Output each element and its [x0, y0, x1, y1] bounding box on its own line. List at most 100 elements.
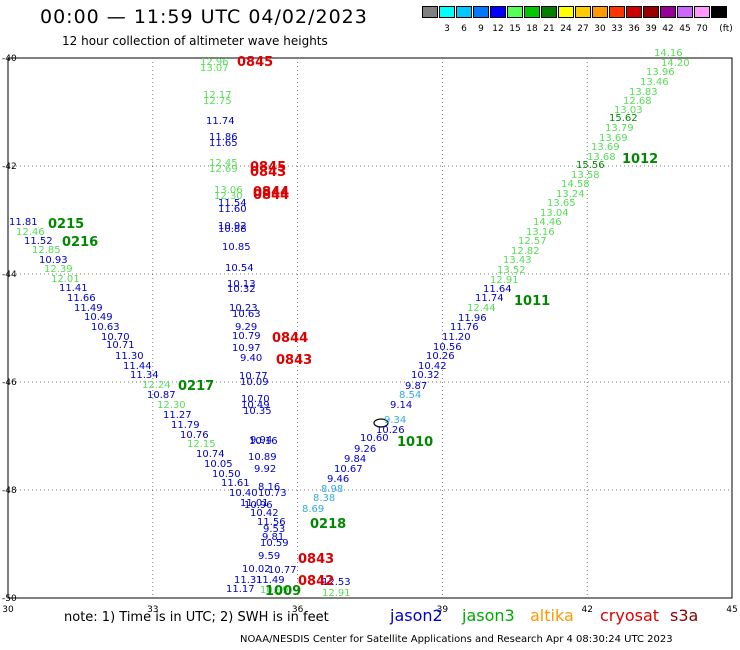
- wave-height-label: 12.45: [209, 158, 238, 169]
- legend-swatch: [456, 6, 472, 18]
- wave-height-label: 13.52: [497, 265, 526, 276]
- wave-height-label: 12.75: [203, 96, 232, 107]
- legend-tick-label: 24: [560, 24, 572, 34]
- wave-height-label: 13.46: [640, 77, 669, 88]
- wave-height-label: 11.49: [256, 575, 285, 586]
- wave-height-label: 10.67: [334, 464, 363, 475]
- wave-height-label: 13.79: [605, 123, 634, 134]
- x-tick-label: 36: [292, 605, 304, 615]
- wave-height-label: 11.81: [9, 217, 38, 228]
- legend-tick-label: 3: [444, 24, 450, 34]
- wave-height-label: 13.96: [646, 67, 675, 78]
- wave-height-label: 10.49: [241, 400, 270, 411]
- wave-height-label: 12.17: [203, 90, 232, 101]
- legend-tick-label: 33: [611, 24, 623, 34]
- wave-height-label: 11.60: [218, 204, 247, 215]
- wave-height-label: 11.56: [257, 517, 286, 528]
- legend-tick-label: 70: [696, 24, 708, 34]
- wave-height-label: 11.66: [67, 293, 96, 304]
- legend-tick-label: 18: [526, 24, 538, 34]
- wave-height-label: 11.44: [123, 361, 152, 372]
- wave-height-label: 13.07: [200, 63, 229, 74]
- legend-swatch: [694, 6, 710, 18]
- wave-height-label: 10.79: [232, 331, 261, 342]
- wave-height-label: 10.93: [39, 255, 68, 266]
- wave-height-label: 12.46: [16, 227, 45, 238]
- wave-height-label: 15.56: [576, 160, 605, 171]
- legend-swatch: [575, 6, 591, 18]
- wave-height-label: 14.20: [661, 58, 690, 69]
- wave-height-label: 10.32: [227, 284, 256, 295]
- plot-frame: [7, 57, 733, 599]
- legend-tick-label: 45: [679, 24, 691, 34]
- wave-height-label: 15.62: [609, 113, 638, 124]
- wave-height-label: 12.91: [490, 275, 519, 286]
- wave-height-label: 10.23: [229, 303, 258, 314]
- legend-swatch: [473, 6, 489, 18]
- wave-height-label: 13.04: [540, 208, 569, 219]
- wave-height-label: 10.92: [218, 221, 247, 232]
- time-stamp-label: 1010: [397, 435, 433, 450]
- wave-height-label: 10.59: [260, 538, 289, 549]
- wave-height-label: 11.54: [218, 198, 247, 209]
- legend-tick-label: 30: [594, 24, 606, 34]
- x-tick-label: 39: [437, 605, 449, 615]
- wave-height-label: 12.30: [157, 400, 186, 411]
- wave-height-label: 12.96: [200, 57, 229, 68]
- wave-height-label: 10.60: [360, 433, 389, 444]
- wave-height-label: 12.91: [322, 588, 351, 599]
- wave-height-label: 9.26: [354, 444, 376, 455]
- wave-height-label: 11.01: [240, 498, 269, 509]
- wave-height-label: 13.65: [547, 198, 576, 209]
- wave-height-label: 9.81: [262, 532, 284, 543]
- time-stamp-label: 0217: [178, 379, 214, 394]
- legend-cryosat: cryosat: [600, 606, 660, 625]
- wave-height-label: 10.09: [240, 377, 269, 388]
- wave-height-label: 10.42: [418, 361, 447, 372]
- wave-height-label: 10.32: [411, 370, 440, 381]
- wave-height-label: 8.69: [302, 504, 324, 515]
- wave-height-label: 9.46: [327, 474, 349, 485]
- wave-height-label: 12.15: [187, 439, 216, 450]
- wave-height-label: 11.86: [209, 132, 238, 143]
- wave-height-label: 12.24: [142, 380, 171, 391]
- wave-height-label: 14.16: [654, 48, 683, 59]
- wave-height-label: 13.58: [571, 170, 600, 181]
- time-stamp-label: 0844: [272, 331, 308, 346]
- wave-height-label: 10.85: [222, 242, 251, 253]
- legend-swatch: [558, 6, 574, 18]
- legend-unit: (ft): [719, 24, 733, 34]
- legend-tick-label: 27: [577, 24, 589, 34]
- wave-height-label: 10.05: [204, 459, 233, 470]
- time-stamp-label: 1009: [265, 584, 301, 599]
- legend-swatch: [592, 6, 608, 18]
- legend-swatch: [677, 6, 693, 18]
- time-stamp-label: 0218: [310, 517, 346, 532]
- wave-height-label: 13.06: [214, 185, 243, 196]
- legend-jason3: jason3: [462, 606, 515, 625]
- wave-height-label: 8.16: [258, 482, 280, 493]
- time-stamp-label: 0216: [62, 235, 98, 250]
- map-subtitle: 12 hour collection of altimeter wave hei…: [62, 34, 328, 48]
- time-stamp-label: 0215: [48, 217, 84, 232]
- wave-height-label: 10.49: [84, 312, 113, 323]
- wave-height-label: 12.57: [518, 236, 547, 247]
- wave-height-label: 10.89: [248, 452, 277, 463]
- legend-swatch: [626, 6, 642, 18]
- legend-swatch: [507, 6, 523, 18]
- wave-height-label: 12.69: [209, 164, 238, 175]
- time-stamp-label: 0844: [253, 188, 289, 203]
- wave-height-label: 12.68: [623, 96, 652, 107]
- wave-height-label: 11.52: [24, 236, 53, 247]
- wave-height-label: 9.53: [263, 524, 285, 535]
- wave-height-label: 10.76: [180, 430, 209, 441]
- wave-height-label: 10.70: [101, 332, 130, 343]
- wave-height-label: 11.41: [59, 283, 88, 294]
- y-tick-label: -40: [2, 54, 17, 64]
- wave-height-label: 10.54: [225, 263, 254, 274]
- legend-swatch: [711, 6, 727, 18]
- map-title: 00:00 — 11:59 UTC 04/02/2023: [40, 6, 368, 28]
- wave-height-label: 13.83: [629, 87, 658, 98]
- wave-height-label: 8.38: [313, 493, 335, 504]
- time-stamp-label: 0843: [250, 165, 286, 180]
